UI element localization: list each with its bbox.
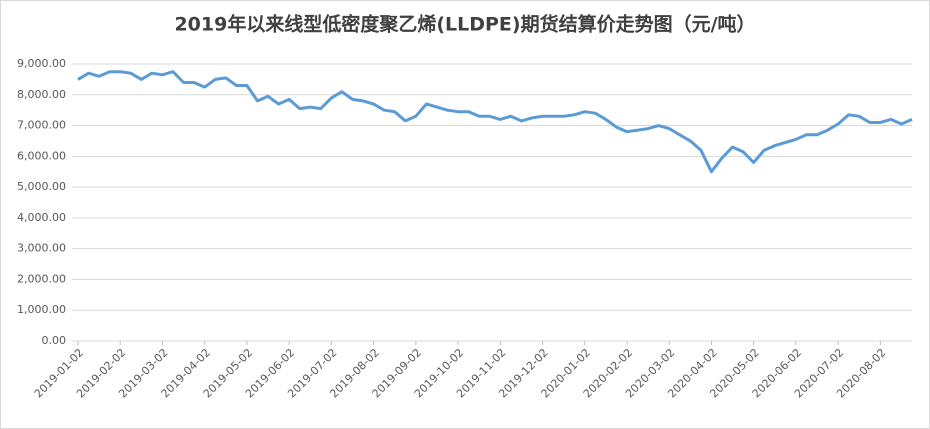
y-tick-label: 0.00 <box>42 334 67 347</box>
y-tick-label: 4,000.00 <box>17 211 66 224</box>
y-tick-label: 7,000.00 <box>17 119 66 132</box>
y-tick-label: 1,000.00 <box>17 303 66 316</box>
y-tick-label: 2,000.00 <box>17 272 66 285</box>
line-series <box>77 70 913 174</box>
y-tick-label: 5,000.00 <box>17 180 66 193</box>
y-tick-label: 3,000.00 <box>17 242 66 255</box>
y-tick-label: 9,000.00 <box>17 57 66 70</box>
chart-title: 2019年以来线型低密度聚乙烯(LLDPE)期货结算价走势图（元/吨） <box>174 13 755 36</box>
y-tick-label: 8,000.00 <box>17 88 66 101</box>
y-tick-label: 6,000.00 <box>17 149 66 162</box>
